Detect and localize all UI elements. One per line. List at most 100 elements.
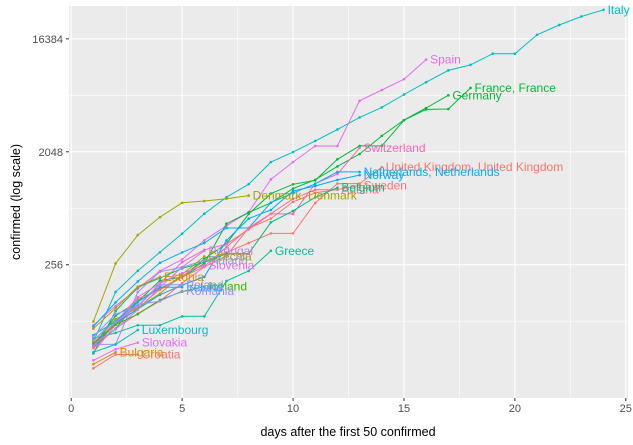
- data-point-italy: [114, 290, 117, 294]
- data-point-romania: [158, 299, 162, 303]
- data-point-croatia: [92, 367, 95, 370]
- data-point-italy: [557, 23, 561, 27]
- data-point-denmark: [180, 201, 184, 205]
- data-point-italy: [358, 116, 361, 119]
- data-point-spain: [313, 144, 317, 148]
- data-point-austria: [269, 212, 273, 215]
- data-point-norway: [313, 184, 317, 188]
- series-label-bulgaria: Bulgaria: [120, 345, 164, 359]
- data-point-portugal: [114, 327, 117, 331]
- data-point-spain: [336, 144, 339, 148]
- data-point-austria: [336, 188, 339, 192]
- data-point-belgium: [203, 261, 206, 264]
- series-label-poland: Poland: [186, 278, 223, 292]
- data-point-slovenia: [203, 264, 206, 267]
- data-point-slovenia: [136, 295, 140, 299]
- data-point-switzerland: [336, 172, 339, 176]
- data-point-italy: [136, 269, 140, 273]
- data-point-sweden: [291, 200, 295, 204]
- data-point-greece: [247, 269, 250, 273]
- x-tick-label: 0: [68, 403, 74, 415]
- data-point-spain: [269, 178, 273, 181]
- data-point-estonia: [92, 327, 95, 330]
- series-label-belgium: Belgium: [341, 181, 384, 195]
- data-point-iceland: [92, 342, 95, 345]
- data-point-netherlands: [203, 241, 206, 245]
- data-point-netherlands: [313, 182, 317, 186]
- series-label-czechia: Czechia: [208, 249, 252, 263]
- series-label-austria: Austria: [341, 183, 379, 197]
- data-point-ireland: [136, 300, 140, 304]
- data-point-united-kingdom: [358, 182, 361, 185]
- series-label-germany: Germany: [452, 88, 501, 102]
- data-point-belgium: [269, 221, 273, 224]
- data-point-iceland: [114, 323, 117, 326]
- x-tick-label: 5: [179, 403, 185, 415]
- data-point-norway: [358, 173, 361, 177]
- data-point-romania: [180, 289, 184, 293]
- data-point-belgium: [225, 252, 228, 255]
- data-point-slovakia: [136, 341, 140, 344]
- data-point-spain: [358, 99, 361, 103]
- series-label-ireland: Ireland: [186, 280, 223, 294]
- data-point-germany: [291, 187, 295, 190]
- data-point-denmark: [247, 194, 250, 197]
- data-point-greece: [269, 249, 273, 253]
- data-point-greece: [136, 323, 140, 327]
- data-point-finland: [136, 290, 140, 294]
- data-point-greece: [158, 323, 162, 327]
- series-line-slovenia: [93, 264, 205, 347]
- data-point-sweden: [313, 191, 317, 195]
- data-point-italy: [269, 160, 273, 164]
- data-point-poland: [158, 283, 162, 287]
- data-point-czechia: [158, 292, 162, 296]
- data-point-austria: [291, 197, 295, 201]
- series-label-iceland: Iceland: [208, 280, 247, 294]
- data-point-sweden: [225, 245, 228, 249]
- data-point-poland: [114, 312, 117, 316]
- x-tick-label: 15: [398, 403, 410, 415]
- data-point-estonia: [136, 285, 140, 288]
- series-line-portugal: [93, 250, 205, 345]
- data-point-italy: [336, 128, 339, 131]
- data-point-united-kingdom: [380, 165, 384, 169]
- data-point-portugal: [136, 308, 140, 311]
- data-point-sweden: [158, 288, 162, 292]
- data-point-germany: [358, 152, 361, 156]
- data-point-portugal: [203, 249, 206, 253]
- data-point-italy: [513, 52, 517, 56]
- series-line-denmark: [92, 195, 249, 322]
- data-point-norway: [225, 239, 228, 242]
- series-label-united-kingdom: United Kingdom, United Kingdom: [386, 160, 563, 174]
- series-denmark: [92, 194, 250, 323]
- data-point-netherlands: [358, 170, 361, 174]
- data-point-denmark: [158, 215, 162, 219]
- data-point-finland: [158, 270, 162, 274]
- data-point-france: [313, 179, 317, 182]
- data-point-norway: [336, 178, 339, 182]
- x-axis-title: days after the first 50 confirmed: [260, 425, 435, 439]
- data-point-france: [358, 144, 361, 148]
- data-point-belgium: [291, 209, 295, 213]
- data-point-united-kingdom: [336, 182, 339, 185]
- series-label-luxembourg: Luxembourg: [142, 323, 209, 337]
- series-luxembourg: [92, 328, 140, 354]
- series-layer: [92, 8, 605, 370]
- data-point-slovakia: [114, 347, 117, 351]
- series-line-france: [92, 87, 471, 347]
- data-point-france: [336, 157, 339, 161]
- data-point-germany: [380, 134, 384, 138]
- data-point-italy: [402, 93, 406, 96]
- data-point-italy: [203, 212, 206, 215]
- data-point-united-kingdom: [247, 241, 250, 245]
- data-point-greece: [225, 279, 228, 283]
- data-point-denmark: [114, 262, 117, 265]
- series-label-netherlands: Netherlands, Netherlands: [364, 165, 500, 179]
- data-point-italy: [580, 15, 583, 18]
- data-point-spain: [114, 304, 117, 308]
- data-point-italy: [491, 52, 494, 56]
- data-point-austria: [313, 188, 317, 192]
- series-label-estonia: Estonia: [164, 270, 204, 284]
